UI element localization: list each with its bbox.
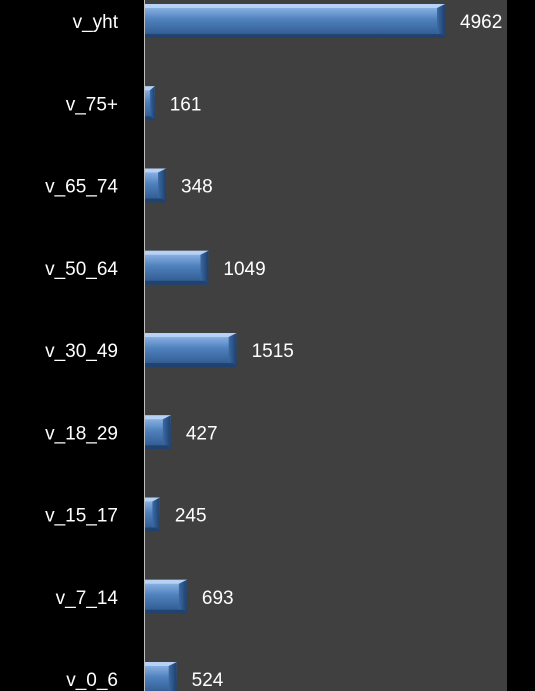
data-label-v_75+: 161 (170, 94, 202, 115)
bar-v_75+ (145, 86, 155, 121)
bar-bevel-bottom (145, 198, 167, 203)
bar-bevel-side (158, 168, 167, 203)
bar-v_30_49 (145, 333, 237, 367)
bar-bevel-bottom (145, 34, 445, 38)
category-label-v_50_64: v_50_64 (45, 259, 118, 280)
category-label-v_65_74: v_65_74 (45, 177, 118, 198)
bar-bevel-bottom (145, 527, 160, 532)
bar-face (145, 333, 237, 367)
data-label-v_50_64: 1049 (223, 259, 265, 280)
bar-v_18_29 (145, 415, 171, 450)
bar-bevel-bottom (145, 116, 155, 121)
bar-bevel-top (145, 415, 171, 420)
bar-v_7_14 (145, 579, 187, 614)
bar-bevel-side (437, 4, 445, 38)
bar-bevel-top (145, 333, 237, 337)
category-label-v_15_17: v_15_17 (45, 506, 118, 527)
bar-bevel-top (145, 86, 155, 91)
labels-group: 4962 v_yht 161 v_75+ 348 v_65_74 1049 v_50_64 15… (45, 12, 502, 691)
bar-bevel-side (162, 415, 171, 450)
data-label-v_7_14: 693 (202, 588, 234, 609)
bar-bevel-top (145, 250, 209, 255)
bar-bevel-bottom (145, 445, 171, 450)
bar-bevel-top (145, 662, 177, 666)
bar-v_yht (145, 4, 445, 38)
bar-bevel-top (145, 579, 187, 584)
bar-v_65_74 (145, 168, 167, 203)
category-label-v_30_49: v_30_49 (45, 341, 118, 362)
data-label-v_65_74: 348 (181, 177, 213, 198)
category-label-v_7_14: v_7_14 (56, 588, 119, 609)
bar-bevel-side (200, 250, 209, 285)
category-label-v_0_6: v_0_6 (66, 670, 118, 691)
data-label-v_30_49: 1515 (252, 341, 294, 362)
data-label-v_15_17: 245 (175, 506, 207, 527)
bar-face (145, 4, 445, 38)
bar-v_0_6 (145, 662, 177, 691)
data-label-v_18_29: 427 (186, 423, 218, 444)
category-label-v_yht: v_yht (73, 12, 119, 33)
bar-bevel-side (228, 333, 237, 367)
bar-bevel-side (152, 497, 160, 532)
bar-bevel-side (168, 662, 177, 691)
bar-bevel-side (178, 579, 187, 614)
category-label-v_18_29: v_18_29 (45, 423, 118, 444)
bar-v_15_17 (145, 497, 160, 532)
bar-bevel-bottom (145, 363, 237, 367)
bars-group (145, 4, 445, 691)
bar-bevel-bottom (145, 609, 187, 614)
bar-v_50_64 (145, 250, 209, 285)
bar-bevel-bottom (145, 280, 209, 285)
data-label-v_yht: 4962 (460, 12, 502, 33)
bar-bevel-side (149, 86, 155, 121)
category-label-v_75+: v_75+ (66, 94, 118, 115)
bar-face (145, 250, 209, 285)
data-label-v_0_6: 524 (192, 670, 224, 691)
bar-bevel-top (145, 4, 445, 8)
